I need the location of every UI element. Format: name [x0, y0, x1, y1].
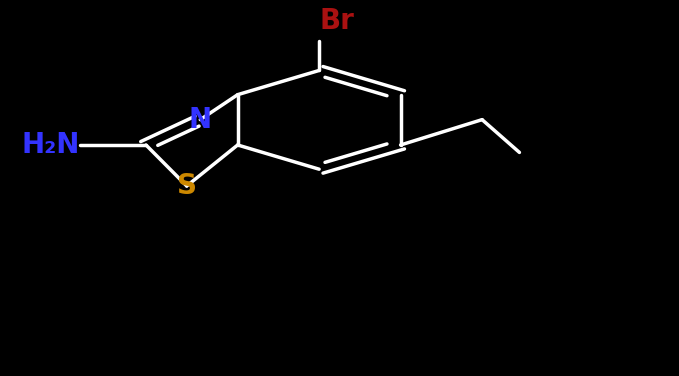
- Text: H₂N: H₂N: [22, 131, 80, 159]
- Text: N: N: [189, 106, 212, 133]
- Text: Br: Br: [319, 7, 354, 35]
- Text: S: S: [177, 172, 197, 200]
